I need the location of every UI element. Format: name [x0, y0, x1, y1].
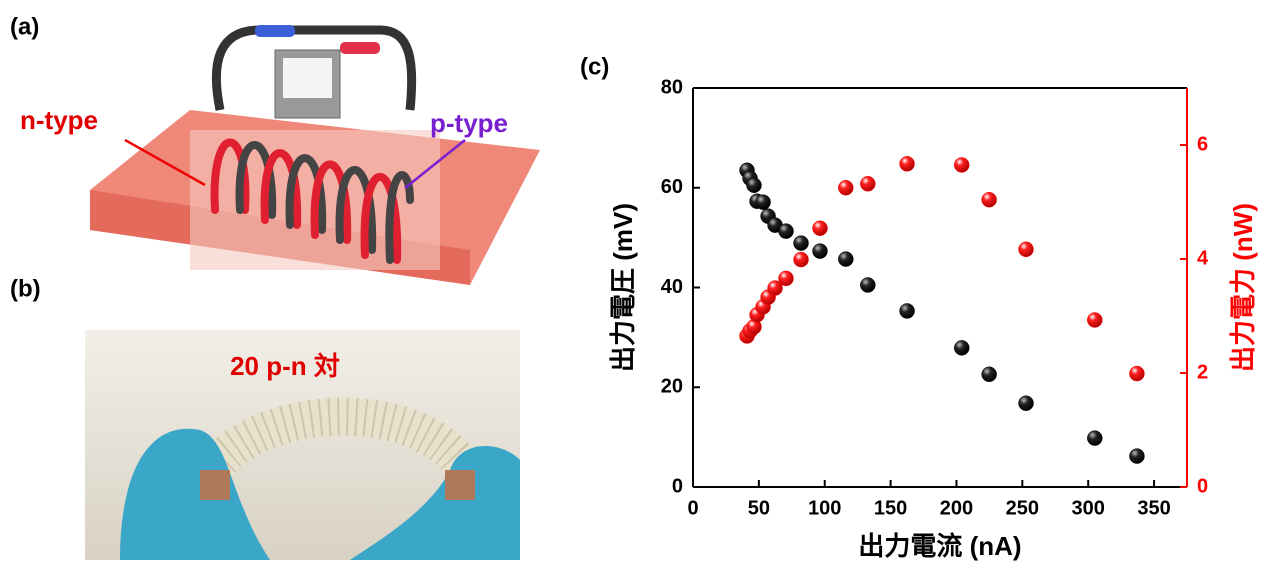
y2-tick-label: 2 — [1197, 361, 1208, 383]
y2-tick-label: 6 — [1197, 133, 1208, 155]
chart: 0 50 100 150 200 250 300 350 0 20 40 60 80 0 2 4 6 出力電流 (… — [608, 76, 1258, 561]
y2-tick-label: 0 — [1197, 475, 1208, 497]
x-tick-label: 200 — [940, 497, 973, 519]
y2-tick-label: 4 — [1197, 247, 1209, 269]
pair-count-label: 20 p-n 対 — [230, 351, 340, 381]
data-point — [982, 367, 997, 382]
device-illustration — [90, 25, 540, 285]
panel-label: (a) — [10, 13, 39, 40]
y-tick-label: 40 — [661, 276, 683, 298]
data-point — [838, 252, 853, 267]
data-point — [779, 271, 794, 286]
x-axis-label: 出力電流 (nA) — [858, 531, 1021, 561]
data-point — [812, 244, 827, 259]
data-point — [954, 340, 969, 355]
y-tick-label: 20 — [661, 376, 683, 398]
data-point — [1087, 312, 1102, 327]
x-tick-label: 50 — [748, 497, 770, 519]
y-tick-label: 80 — [661, 76, 683, 98]
x-tick-label: 150 — [874, 497, 907, 519]
data-point — [1129, 366, 1144, 381]
n-type-label: n-type — [20, 105, 98, 135]
x-tick-label: 0 — [687, 497, 698, 519]
data-point — [1019, 396, 1034, 411]
x-tick-label: 300 — [1072, 497, 1105, 519]
data-point — [838, 180, 853, 195]
data-point — [756, 195, 771, 210]
data-point — [982, 192, 997, 207]
data-point — [779, 224, 794, 239]
panel-label: (b) — [10, 275, 41, 302]
data-point — [794, 236, 809, 251]
panel-label: (c) — [580, 53, 609, 80]
figure: (a) n-type p-type (b) 20 p-n 対 (c) 0 50 10… — [0, 0, 1266, 565]
data-point — [860, 176, 875, 191]
data-point — [812, 221, 827, 236]
data-point — [1019, 242, 1034, 257]
x-tick-label: 250 — [1006, 497, 1039, 519]
y-tick-label: 60 — [661, 176, 683, 198]
data-point — [900, 156, 915, 171]
data-point — [1129, 449, 1144, 464]
data-point — [954, 157, 969, 172]
data-point — [794, 252, 809, 267]
x-tick-label: 350 — [1137, 497, 1170, 519]
data-point — [900, 303, 915, 318]
data-point — [746, 178, 761, 193]
y-axis-label: 出力電圧 (mV) — [608, 203, 638, 372]
data-point — [860, 278, 875, 293]
y-tick-label: 0 — [672, 475, 683, 497]
x-tick-label: 100 — [808, 497, 841, 519]
y2-axis-label: 出力電力 (nW) — [1228, 203, 1258, 372]
p-type-label: p-type — [430, 108, 508, 138]
data-point — [1087, 431, 1102, 446]
